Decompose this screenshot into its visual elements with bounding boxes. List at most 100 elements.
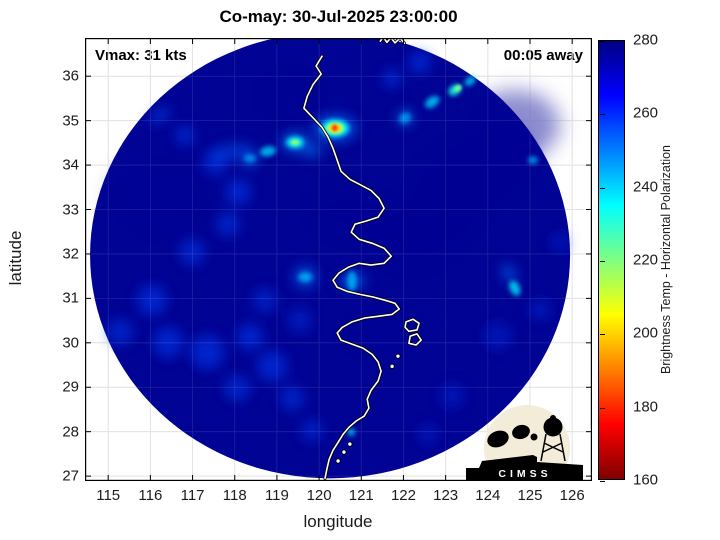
y-tick-label: 34 xyxy=(62,156,79,174)
convective-cell xyxy=(347,428,356,437)
convective-cell xyxy=(501,263,517,283)
convective-cell xyxy=(179,239,206,266)
colorbar-tick-label: 180 xyxy=(633,398,659,416)
islet xyxy=(341,449,347,455)
dish-antenna-icon xyxy=(512,424,530,440)
convective-cell xyxy=(447,243,554,274)
colorbar-label: Brightness Temp - Horizontal Polarizatio… xyxy=(659,145,673,375)
convective-cell xyxy=(260,146,276,157)
convective-cell xyxy=(280,386,305,411)
y-tick-label: 33 xyxy=(62,201,79,218)
convective-cell xyxy=(483,322,512,351)
vmax-annotation: Vmax: 31 kts xyxy=(95,47,187,64)
convective-cell xyxy=(300,419,323,442)
convective-cell xyxy=(469,90,560,161)
islet xyxy=(335,458,341,464)
x-tick-label: 123 xyxy=(433,487,459,504)
convective-cell xyxy=(424,95,440,109)
gridlines-over xyxy=(85,38,592,481)
convective-cell xyxy=(243,154,256,163)
colorbar-tick-label: 280 xyxy=(633,31,659,49)
convective-cell xyxy=(174,125,195,146)
colorbar-tick xyxy=(600,187,605,189)
convective-cell xyxy=(224,375,251,402)
dish-antenna-icon xyxy=(487,430,509,448)
x-tick-label: 119 xyxy=(264,487,289,504)
x-tick-label: 118 xyxy=(222,487,247,504)
water-tower-tank-icon xyxy=(543,417,563,437)
convective-cell xyxy=(464,76,476,86)
convective-cell xyxy=(549,232,570,253)
y-tick-label: 32 xyxy=(62,245,79,263)
convective-cell xyxy=(408,51,431,74)
colorbar-tick-label: 260 xyxy=(633,104,659,122)
colorbar-tick xyxy=(600,41,605,42)
x-tick-label: 117 xyxy=(180,487,205,504)
convective-cell xyxy=(346,271,357,292)
convective-cell xyxy=(249,65,330,126)
map-plot-area: CIMSS xyxy=(85,38,592,481)
convective-cell xyxy=(153,327,184,358)
convective-cell xyxy=(290,139,300,146)
building-silhouette xyxy=(466,455,583,481)
convective-cell xyxy=(331,123,338,132)
x-tick-label: 121 xyxy=(348,487,374,504)
y-tick-label: 30 xyxy=(62,334,79,352)
islet xyxy=(389,363,395,370)
colorbar-tick xyxy=(600,334,605,336)
y-tick-label: 28 xyxy=(62,423,79,441)
convective-cell xyxy=(110,155,211,246)
cimss-logo-text: CIMSS xyxy=(498,468,551,480)
map-layers: CIMSS xyxy=(85,38,592,481)
colorbar-tick xyxy=(600,407,605,409)
convective-cell xyxy=(210,143,251,161)
colorbar-tick xyxy=(600,114,605,116)
convective-cell xyxy=(301,143,322,158)
convective-cell xyxy=(190,335,225,370)
x-tick-label: 116 xyxy=(138,487,163,504)
x-tick-label: 122 xyxy=(390,487,416,504)
x-tick-label: 124 xyxy=(475,487,501,504)
convective-cell xyxy=(137,285,168,316)
convective-cell xyxy=(215,212,240,237)
x-tick-label: 125 xyxy=(517,487,543,504)
islet xyxy=(395,353,401,359)
cloud-layer-dark xyxy=(110,65,560,362)
convective-cell xyxy=(300,175,391,246)
convective-cell xyxy=(298,272,313,283)
convective-cell xyxy=(417,424,438,445)
axis-ticks xyxy=(85,38,592,481)
y-tick-label: 36 xyxy=(62,67,79,85)
water-tower-legs xyxy=(540,433,566,462)
convective-cell xyxy=(399,112,411,124)
y-tick-label: 29 xyxy=(62,378,79,396)
convective-cell xyxy=(253,288,278,313)
y-tick-label: 27 xyxy=(62,467,79,485)
colorbar-tick xyxy=(600,481,605,482)
y-tick-label: 31 xyxy=(62,289,79,307)
colorbar-tick-label: 220 xyxy=(633,251,659,269)
axes-frame xyxy=(85,38,592,481)
x-tick-label: 115 xyxy=(96,487,121,504)
convective-cell xyxy=(288,308,313,333)
x-tick-label: 120 xyxy=(306,487,332,504)
colorbar xyxy=(598,40,625,482)
colorbar-tick-label: 200 xyxy=(633,324,659,342)
coastline-segment xyxy=(404,318,420,333)
islet xyxy=(347,441,353,447)
y-axis-label: latitude xyxy=(6,230,25,286)
convective-cell xyxy=(439,384,464,409)
cloud-layer-mottle xyxy=(107,51,570,445)
x-axis-label: longitude xyxy=(303,512,373,531)
plot-title: Co-may: 30-Jul-2025 23:00:00 xyxy=(219,7,458,26)
convective-cell xyxy=(527,156,538,165)
dome-icon xyxy=(530,433,538,441)
colorbar-tick-label: 160 xyxy=(633,471,659,489)
convective-cell xyxy=(107,319,134,346)
convective-cell xyxy=(381,214,510,240)
coastline xyxy=(302,38,423,480)
cloud-layer-cores xyxy=(290,84,462,146)
convective-cell xyxy=(530,299,551,320)
timing-annotation: 00:05 away xyxy=(503,47,583,64)
